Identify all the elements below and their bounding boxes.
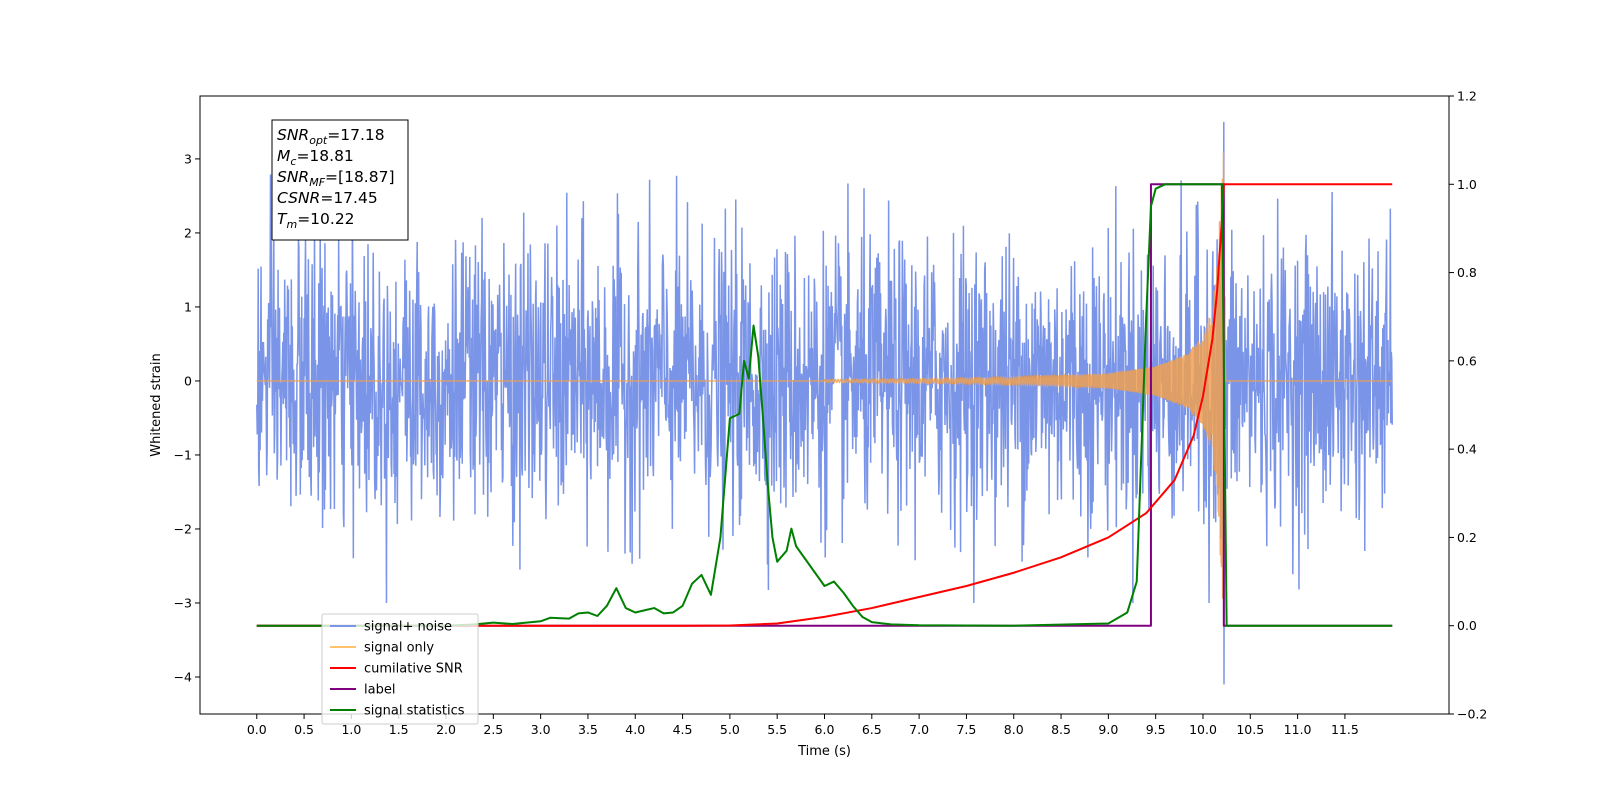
legend-label: signal statistics bbox=[364, 704, 465, 719]
y-axis-left: 3 2 1 0 −1 −2 −3 −4 bbox=[174, 151, 200, 684]
legend-label: cumilative SNR bbox=[364, 662, 463, 677]
y-right-tick-label: 1.0 bbox=[1457, 177, 1477, 192]
x-tick-label: 7.5 bbox=[956, 722, 976, 737]
y-right-tick-label: 0.8 bbox=[1457, 265, 1477, 280]
y-left-tick-label: 2 bbox=[184, 225, 192, 240]
x-tick-label: 2.5 bbox=[483, 722, 503, 737]
y-right-tick-label: 0.0 bbox=[1457, 618, 1477, 633]
y-axis-right: 1.2 1.0 0.8 0.6 0.4 0.2 0.0 −0.2 bbox=[1449, 89, 1487, 722]
x-tick-label: 4.0 bbox=[625, 722, 645, 737]
series-cumulative-snr-line bbox=[256, 183, 1393, 627]
x-tick-label: 9.5 bbox=[1146, 722, 1166, 737]
x-tick-label: 6.0 bbox=[815, 722, 835, 737]
y-right-tick-label: 1.2 bbox=[1457, 89, 1477, 104]
y-right-tick-label: 0.6 bbox=[1457, 353, 1477, 368]
x-tick-label: 9.0 bbox=[1098, 722, 1118, 737]
y-axis-label: Whitened strain bbox=[149, 353, 164, 456]
legend: signal+ noise signal only cumilative SNR la… bbox=[321, 613, 479, 725]
x-tick-label: 10.5 bbox=[1236, 722, 1264, 737]
x-tick-label: 2.0 bbox=[436, 722, 456, 737]
x-tick-label: 8.0 bbox=[1004, 722, 1024, 737]
x-tick-label: 1.5 bbox=[389, 722, 409, 737]
x-tick-label: 1.0 bbox=[341, 722, 361, 737]
x-tick-label: 3.5 bbox=[578, 722, 598, 737]
x-tick-label: 11.5 bbox=[1331, 722, 1359, 737]
info-row: Tm=10.22 bbox=[277, 210, 355, 231]
x-tick-label: 10.0 bbox=[1189, 722, 1217, 737]
legend-label: label bbox=[364, 683, 395, 698]
series-signal-only-line bbox=[256, 152, 1393, 599]
y-right-tick-label: −0.2 bbox=[1457, 707, 1487, 722]
series-layer bbox=[256, 121, 1393, 685]
y-left-tick-label: −2 bbox=[174, 521, 192, 536]
info-row: Mc=18.81 bbox=[277, 147, 354, 168]
x-axis-label: Time (s) bbox=[797, 744, 851, 759]
y-right-tick-label: 0.2 bbox=[1457, 530, 1477, 545]
x-tick-label: 11.0 bbox=[1284, 722, 1312, 737]
x-tick-label: 4.5 bbox=[673, 722, 693, 737]
info-row: CSNR=17.45 bbox=[277, 189, 378, 207]
y-left-tick-label: 0 bbox=[184, 373, 192, 388]
y-left-tick-label: −3 bbox=[174, 595, 192, 610]
y-left-tick-label: −1 bbox=[174, 447, 192, 462]
x-tick-label: 0.0 bbox=[247, 722, 267, 737]
series-signal-statistics-line bbox=[256, 183, 1393, 627]
x-tick-label: 0.5 bbox=[294, 722, 314, 737]
x-axis: 0.0 0.5 1.0 1.5 2.0 2.5 3.0 3.5 4.0 4.5 5.0 5.5 6.0 6… bbox=[247, 714, 1359, 737]
info-box-frame bbox=[271, 119, 409, 241]
y-left-tick-label: 3 bbox=[184, 151, 192, 166]
x-tick-label: 5.0 bbox=[720, 722, 740, 737]
x-tick-label: 8.5 bbox=[1051, 722, 1071, 737]
info-box: SNRopt=17.18Mc=18.81SNRMF=[18.87]CSNR=17… bbox=[271, 119, 409, 241]
legend-label: signal+ noise bbox=[364, 620, 452, 635]
legend-frame bbox=[321, 613, 479, 725]
legend-label: signal only bbox=[364, 641, 434, 656]
x-tick-label: 3.0 bbox=[531, 722, 551, 737]
y-left-tick-label: 1 bbox=[184, 299, 192, 314]
info-row: SNRMF=[18.87] bbox=[277, 168, 395, 189]
x-tick-label: 6.5 bbox=[862, 722, 882, 737]
x-tick-label: 5.5 bbox=[767, 722, 787, 737]
y-left-tick-label: −4 bbox=[174, 669, 192, 684]
x-tick-label: 7.0 bbox=[909, 722, 929, 737]
info-row: SNRopt=17.18 bbox=[277, 126, 385, 147]
y-right-tick-label: 0.4 bbox=[1457, 442, 1477, 457]
